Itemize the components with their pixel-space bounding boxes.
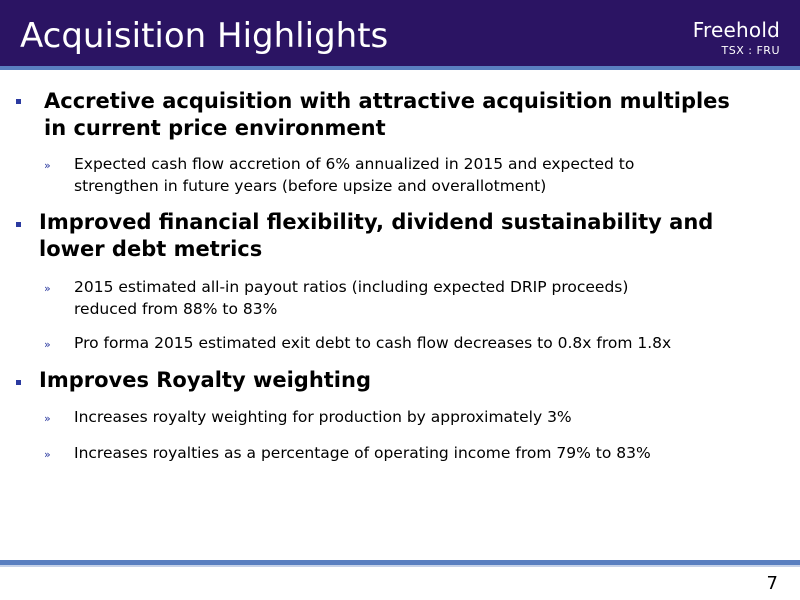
sub-bullet-2-1: 2015 estimated all-in payout ratios (inc… — [74, 276, 774, 320]
sub-bullet-chevron-icon: » — [44, 159, 51, 172]
sub-bullet-line: reduced from 88% to 83% — [74, 300, 278, 318]
brand-ticker: TSX : FRU — [721, 44, 780, 57]
sub-bullet-line: 2015 estimated all-in payout ratios (inc… — [74, 278, 629, 296]
footer-divider-light — [0, 565, 800, 567]
brand-logo: Freehold TSX : FRU — [693, 18, 780, 58]
bullet-1: Accretive acquisition with attractive ac… — [44, 88, 730, 142]
brand-name: Freehold — [692, 18, 780, 42]
bullet-3: Improves Royalty weighting — [39, 367, 371, 394]
sub-bullet-line: Increases royalties as a percentage of o… — [74, 444, 651, 462]
bullet-1-line-1: Accretive acquisition with attractive ac… — [44, 89, 730, 113]
sub-bullet-1-1: Expected cash flow accretion of 6% annua… — [74, 153, 774, 197]
sub-bullet-line: Increases royalty weighting for producti… — [74, 408, 572, 426]
sub-bullet-chevron-icon: » — [44, 412, 51, 425]
sub-bullet-line: strengthen in future years (before upsiz… — [74, 177, 547, 195]
sub-bullet-chevron-icon: » — [44, 282, 51, 295]
sub-bullet-chevron-icon: » — [44, 448, 51, 461]
sub-bullet-3-2: Increases royalties as a percentage of o… — [74, 442, 774, 464]
sub-bullet-line: Expected cash flow accretion of 6% annua… — [74, 155, 635, 173]
bullet-2-line-2: lower debt metrics — [39, 237, 263, 261]
bullet-1-line-2: in current price environment — [44, 116, 386, 140]
bullet-square-icon — [16, 380, 21, 385]
sub-bullet-line: Pro forma 2015 estimated exit debt to ca… — [74, 334, 672, 352]
footer-divider — [0, 560, 800, 565]
bullet-2: Improved financial flexibility, dividend… — [39, 209, 713, 263]
sub-bullet-2-2: Pro forma 2015 estimated exit debt to ca… — [74, 332, 774, 354]
bullet-2-line-1: Improved financial flexibility, dividend… — [39, 210, 714, 234]
header-divider — [0, 66, 800, 70]
header-bar: Acquisition Highlights Freehold TSX : FR… — [0, 0, 800, 66]
sub-bullet-3-1: Increases royalty weighting for producti… — [74, 406, 774, 428]
bullet-square-icon — [16, 99, 21, 104]
slide-title: Acquisition Highlights — [20, 16, 389, 56]
sub-bullet-chevron-icon: » — [44, 338, 51, 351]
bullet-square-icon — [16, 222, 21, 227]
bullet-3-line-1: Improves Royalty weighting — [39, 368, 371, 392]
page-number: 7 — [766, 573, 778, 594]
